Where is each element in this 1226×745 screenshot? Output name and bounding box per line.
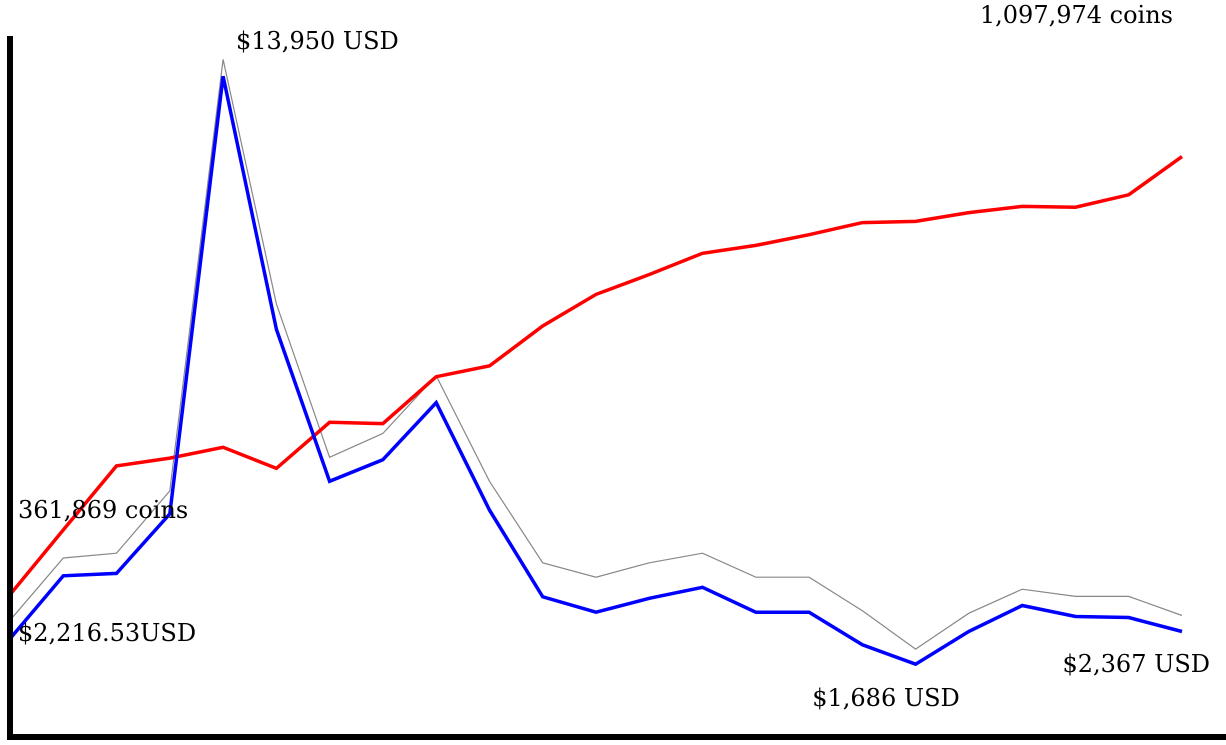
label-coins-start: 361,869 coins [18, 496, 188, 524]
series-line-usd [8, 75, 1183, 667]
label-usd-end: $2,367 USD [1062, 650, 1210, 678]
series-line-coins [8, 155, 1184, 596]
label-usd-peak: $13,950 USD [236, 27, 399, 55]
label-usd-start: $2,216.53USD [18, 619, 196, 647]
label-coins-end: 1,097,974 coins [980, 1, 1173, 29]
series-line-usd-shadow [9, 59, 1183, 650]
series-layer [8, 59, 1184, 667]
label-usd-low: $1,686 USD [812, 684, 960, 712]
